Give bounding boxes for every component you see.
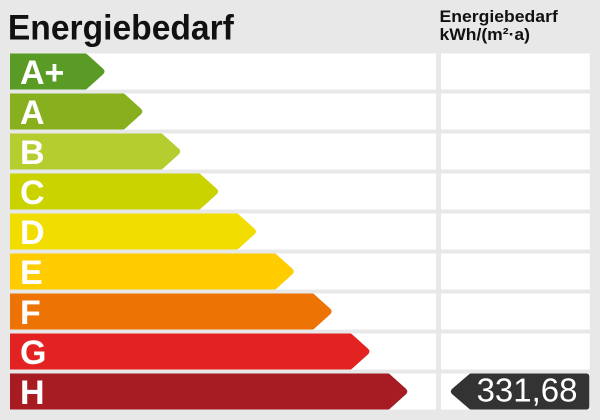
svg-text:A: A bbox=[20, 94, 45, 132]
svg-text:D: D bbox=[20, 214, 45, 252]
svg-text:A+: A+ bbox=[20, 54, 64, 92]
svg-text:F: F bbox=[20, 294, 41, 332]
svg-text:331,68: 331,68 bbox=[477, 372, 578, 409]
svg-text:H: H bbox=[20, 374, 45, 412]
svg-text:Energiebedarf: Energiebedarf bbox=[8, 9, 234, 48]
svg-text:Energiebedarf: Energiebedarf bbox=[440, 7, 559, 26]
svg-text:B: B bbox=[20, 134, 45, 172]
svg-text:C: C bbox=[20, 174, 45, 212]
svg-text:kWh/(m²·a): kWh/(m²·a) bbox=[440, 25, 531, 44]
svg-text:G: G bbox=[20, 334, 46, 372]
svg-text:E: E bbox=[20, 254, 43, 292]
